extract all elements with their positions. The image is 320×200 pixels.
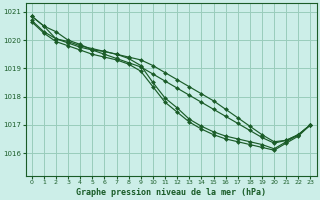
X-axis label: Graphe pression niveau de la mer (hPa): Graphe pression niveau de la mer (hPa) <box>76 188 266 197</box>
